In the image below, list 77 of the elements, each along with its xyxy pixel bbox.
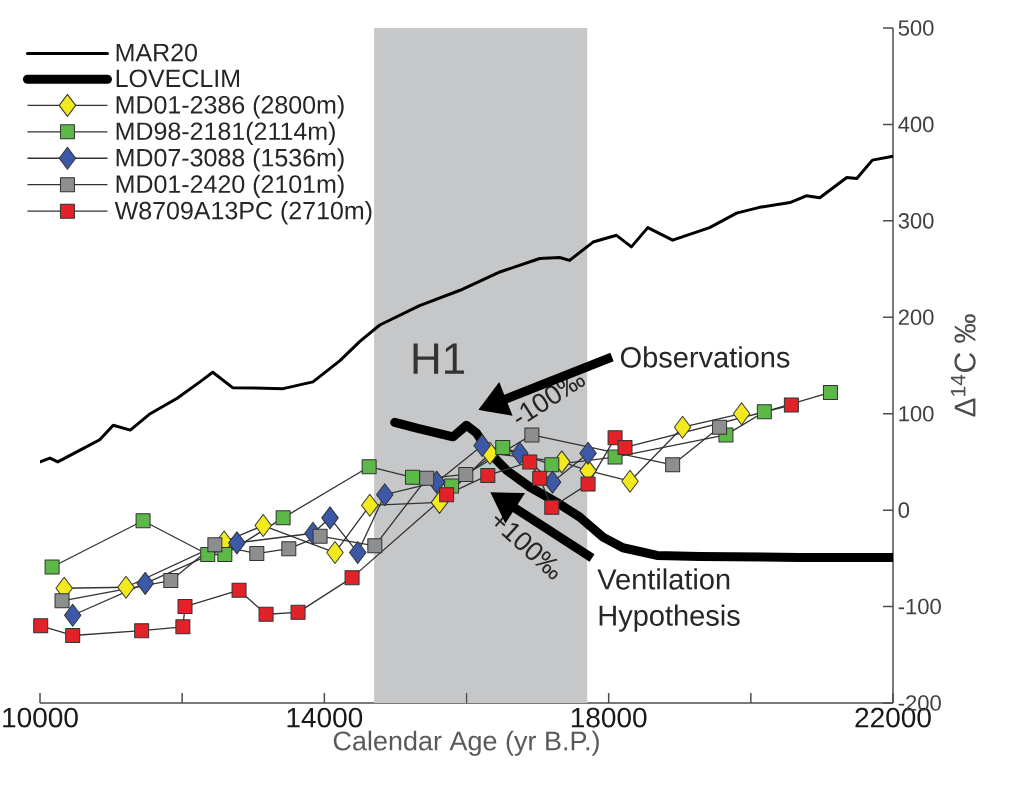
legend-label: MAR20 [116, 43, 197, 62]
annotation: Observations [620, 346, 790, 368]
point [117, 575, 135, 599]
point [326, 541, 344, 565]
point [135, 513, 151, 529]
x-tick-label: 14000 [287, 707, 363, 728]
legend-label: MD98-2181(2114m) [116, 121, 335, 146]
point [367, 538, 383, 554]
legend-label: MD01-2386 (2800m) [116, 95, 344, 119]
point [321, 506, 339, 530]
point [665, 457, 681, 473]
legend-label: LOVECLIM [116, 69, 239, 88]
y-tick-label: 500 [898, 20, 934, 36]
point [480, 467, 496, 483]
point [712, 419, 728, 435]
y-tick-label: 0 [898, 502, 910, 518]
point [175, 619, 191, 635]
point [473, 434, 491, 458]
y-tick-label: 400 [898, 116, 934, 133]
point [404, 469, 420, 485]
point [495, 439, 511, 455]
point [136, 571, 154, 595]
point [290, 604, 306, 620]
point [249, 546, 265, 562]
point [231, 582, 247, 598]
point [439, 487, 455, 503]
point [376, 483, 394, 507]
legend-label: W8709A13PC (2710m) [114, 201, 372, 225]
band-label: H1 [413, 343, 465, 374]
x-axis-title: Calendar Age (yr B.P.) [333, 730, 599, 756]
point [275, 510, 291, 526]
point [756, 404, 772, 420]
point [673, 415, 692, 439]
point [177, 599, 193, 615]
point [522, 454, 538, 470]
y-axis-title: Δ$^{14}$C ‰ [950, 314, 976, 417]
point [312, 528, 328, 544]
point [524, 427, 540, 443]
point [361, 493, 379, 517]
point [617, 439, 633, 455]
point [511, 441, 529, 465]
point [621, 469, 639, 493]
point [532, 470, 548, 486]
point [258, 606, 274, 622]
point [349, 541, 367, 565]
point [544, 499, 560, 515]
annotation: -100‰ [515, 374, 586, 423]
legend-label: MD07-3088 (1536m) [116, 148, 344, 172]
point [732, 402, 751, 426]
point [163, 573, 179, 589]
point [33, 618, 49, 634]
x-tick-label: 10000 [3, 707, 78, 728]
point [254, 514, 272, 538]
point [783, 397, 799, 413]
point [65, 627, 81, 643]
legend-label: MD01-2420 (2101m) [116, 174, 344, 198]
point [134, 623, 150, 639]
x-tick-label: 18000 [571, 707, 647, 728]
point [281, 541, 297, 557]
point [579, 441, 597, 465]
point [228, 531, 246, 555]
point [207, 537, 223, 553]
point [361, 459, 377, 475]
point [344, 570, 360, 586]
y-tick-label: 300 [898, 213, 934, 229]
point [54, 593, 70, 609]
y-tick-label: -100 [898, 598, 941, 615]
y-tick-label: 200 [898, 309, 934, 326]
point [419, 470, 435, 486]
point [544, 457, 560, 473]
point [44, 559, 60, 575]
y-tick-label: 100 [899, 405, 934, 422]
point [580, 476, 596, 492]
point [458, 466, 474, 482]
point [63, 603, 82, 627]
point [822, 384, 838, 400]
annotation: Ventilation Hypothesis [597, 568, 740, 632]
